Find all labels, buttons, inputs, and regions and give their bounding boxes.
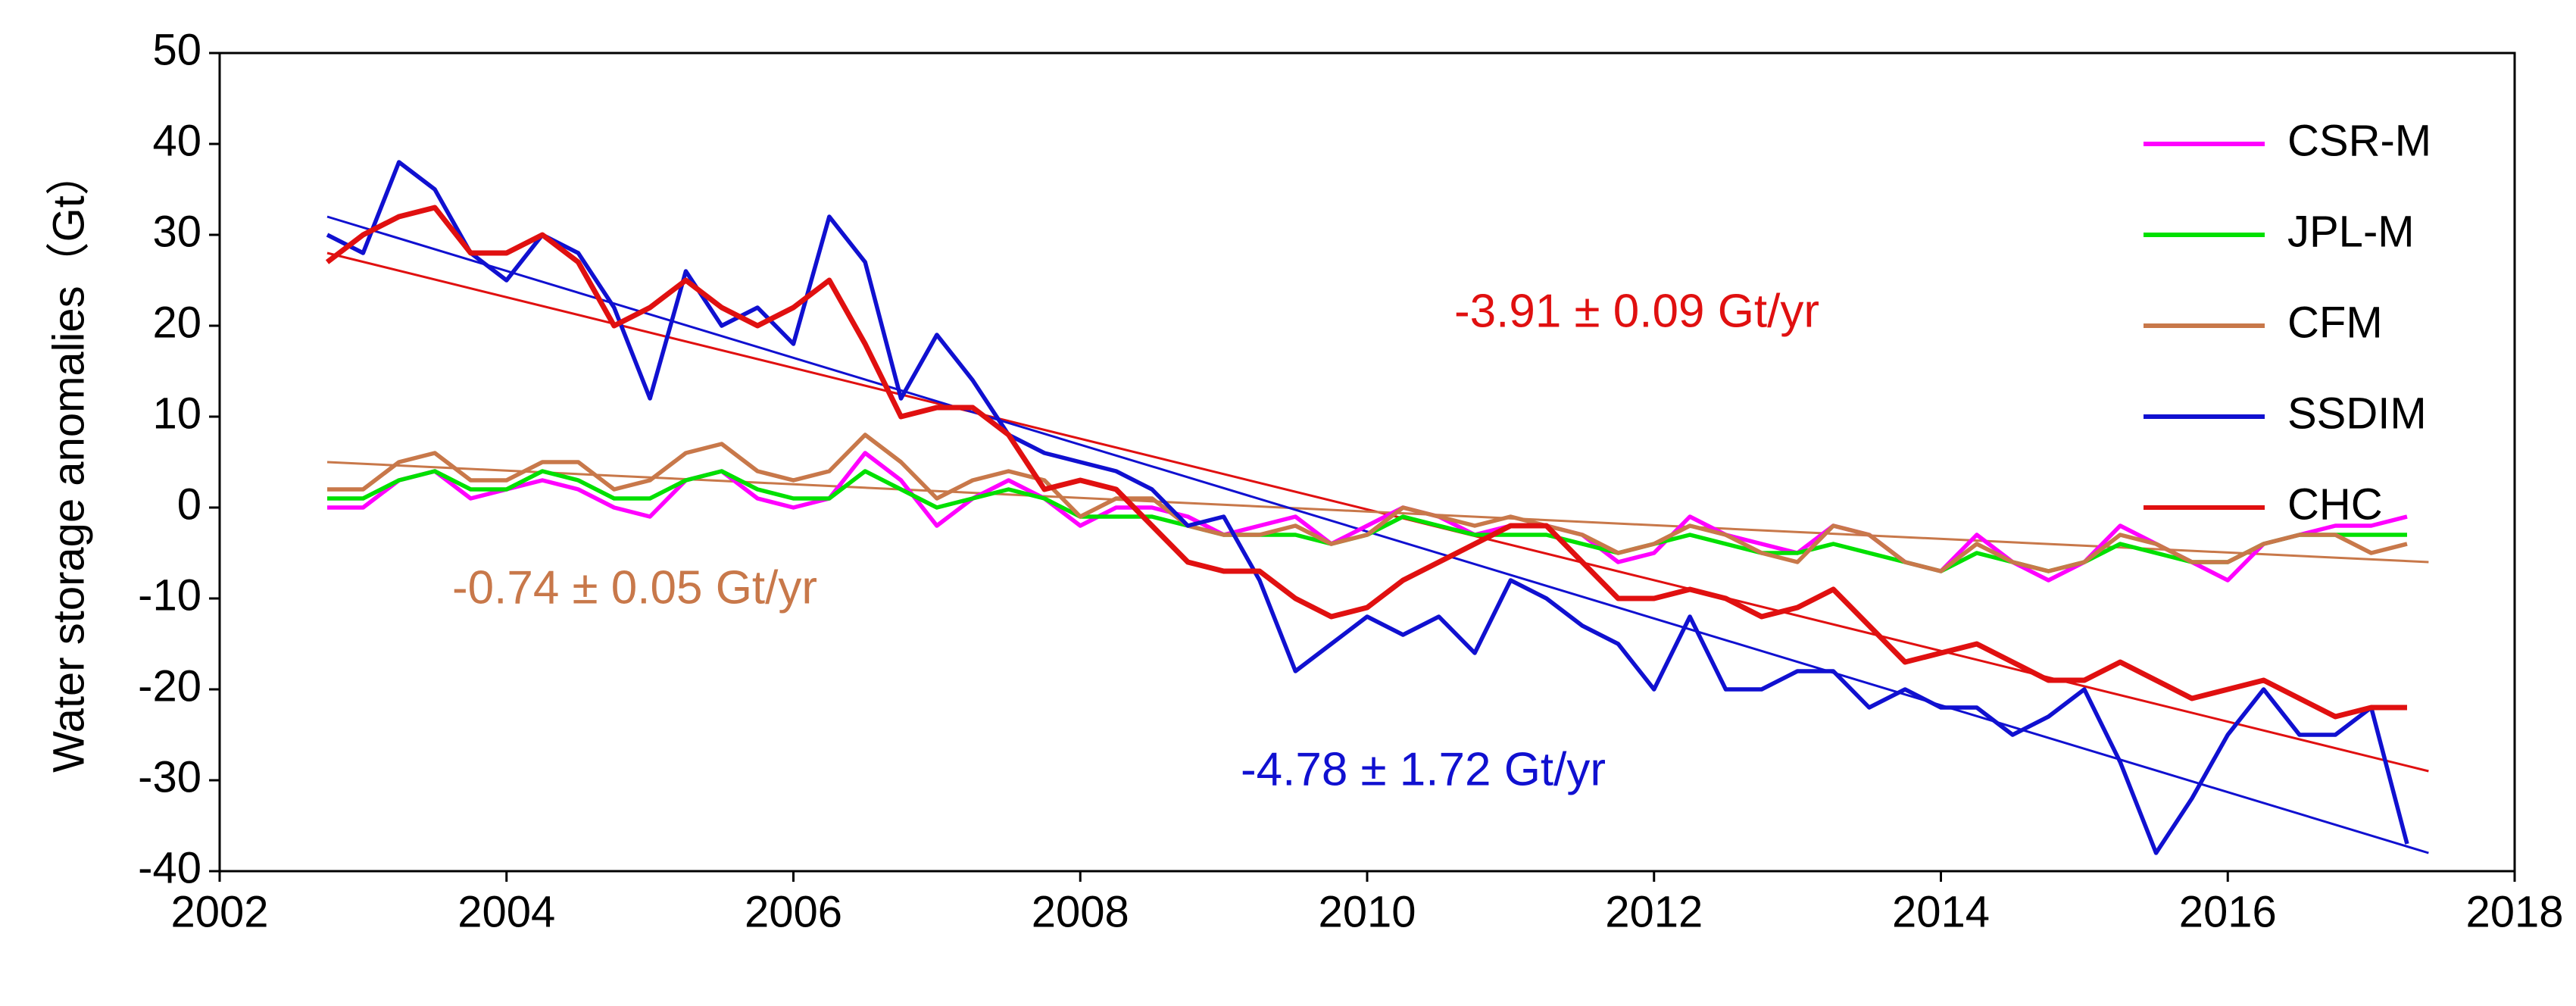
y-tick-label: -40 bbox=[138, 843, 201, 892]
x-tick-label: 2006 bbox=[745, 887, 842, 936]
legend-label: CHC bbox=[2287, 480, 2383, 529]
y-tick-label: 20 bbox=[152, 298, 201, 347]
y-tick-label: 40 bbox=[152, 116, 201, 165]
y-tick-label: 50 bbox=[152, 25, 201, 74]
trend-annotation: -4.78 ± 1.72 Gt/yr bbox=[1241, 743, 1606, 795]
x-tick-label: 2016 bbox=[2179, 887, 2277, 936]
legend-label: SSDIM bbox=[2287, 389, 2427, 438]
trend-annotation: -0.74 ± 0.05 Gt/yr bbox=[452, 561, 817, 614]
legend-label: JPL-M bbox=[2287, 207, 2415, 256]
legend-label: CFM bbox=[2287, 298, 2383, 347]
x-tick-label: 2012 bbox=[1605, 887, 1703, 936]
series-line bbox=[326, 160, 2409, 855]
series-line bbox=[327, 433, 2408, 573]
x-tick-label: 2018 bbox=[2465, 887, 2563, 936]
y-tick-label: -20 bbox=[138, 661, 201, 711]
x-tick-label: 2014 bbox=[1892, 887, 1990, 936]
series-line bbox=[325, 205, 2407, 720]
y-tick-label: 10 bbox=[152, 389, 201, 438]
trend-annotation: -3.91 ± 0.09 Gt/yr bbox=[1454, 285, 1819, 337]
x-tick-label: 2010 bbox=[1318, 887, 1416, 936]
y-tick-label: 30 bbox=[152, 207, 201, 256]
legend-label: CSR-M bbox=[2287, 116, 2431, 165]
x-tick-label: 2004 bbox=[457, 887, 555, 936]
x-tick-label: 2002 bbox=[170, 887, 268, 936]
x-tick-label: 2008 bbox=[1032, 887, 1129, 936]
y-tick-label: -30 bbox=[138, 752, 201, 801]
y-tick-label: -10 bbox=[138, 570, 201, 620]
y-axis-label: Water storage anomalies（Gt） bbox=[44, 152, 93, 773]
trend-line bbox=[326, 461, 2429, 564]
y-tick-label: 0 bbox=[177, 480, 201, 529]
series-line bbox=[327, 451, 2408, 583]
trend-line bbox=[326, 215, 2429, 854]
